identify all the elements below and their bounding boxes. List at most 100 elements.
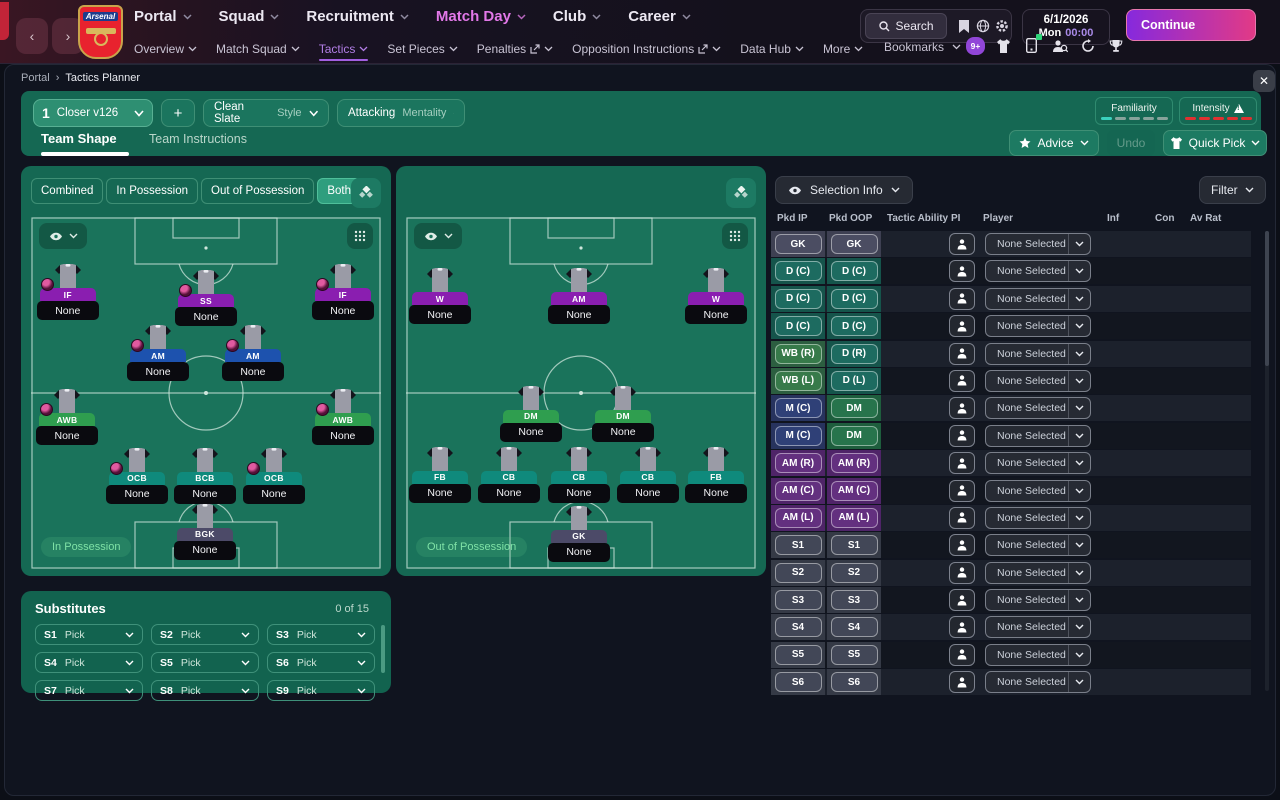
substitute-slot-dropdown[interactable]: S2 Pick — [151, 624, 259, 645]
player-select-dropdown[interactable]: None Selected — [985, 369, 1091, 392]
search-button[interactable]: Search — [865, 13, 948, 39]
player-pick[interactable]: None — [173, 484, 236, 504]
substitute-slot-dropdown[interactable]: S9 Pick — [267, 680, 375, 701]
breadcrumb[interactable]: Portal › Tactics Planner — [21, 72, 140, 84]
position-card[interactable]: IF None — [311, 264, 374, 321]
position-card[interactable]: AM None — [127, 325, 190, 382]
trophy-icon[interactable] — [1106, 36, 1125, 55]
pkd-ip-position-button[interactable]: AM (L) — [774, 507, 822, 528]
phase-segment-button[interactable]: In Possession — [106, 178, 199, 204]
pkd-oop-position-button[interactable]: S1 — [830, 535, 878, 556]
player-instructions-button[interactable] — [949, 671, 975, 694]
position-card[interactable]: DM None — [592, 385, 654, 442]
position-card[interactable]: IF None — [36, 264, 99, 321]
formation-compare-icon[interactable] — [726, 178, 756, 208]
pkd-ip-position-button[interactable]: S5 — [774, 644, 822, 665]
visibility-dropdown[interactable] — [39, 223, 87, 249]
position-card[interactable]: OCB None — [106, 447, 169, 504]
pkd-ip-position-button[interactable]: D (C) — [774, 261, 822, 282]
player-select-dropdown[interactable]: None Selected — [985, 260, 1091, 283]
gear-icon[interactable] — [992, 19, 1011, 33]
menu-item[interactable]: Club — [553, 8, 601, 25]
player-select-dropdown[interactable]: None Selected — [985, 561, 1091, 584]
player-select-dropdown[interactable]: None Selected — [985, 643, 1091, 666]
menu-item[interactable]: Match Day — [436, 8, 526, 25]
style-dropdown[interactable]: Clean Slate Style — [203, 99, 329, 127]
player-pick[interactable]: None — [477, 483, 540, 503]
intensity-meter[interactable]: Intensity — [1179, 97, 1257, 125]
menu-item[interactable]: Squad — [219, 8, 280, 25]
close-icon[interactable]: ✕ — [1253, 70, 1275, 92]
player-select-dropdown[interactable]: None Selected — [985, 671, 1091, 694]
player-pick[interactable]: None — [242, 484, 305, 504]
pkd-ip-position-button[interactable]: WB (L) — [774, 370, 822, 391]
pkd-oop-position-button[interactable]: D (L) — [830, 370, 878, 391]
pitch-in-possession[interactable]: IF None SS None IF None — [31, 217, 381, 569]
player-select-dropdown[interactable]: None Selected — [985, 452, 1091, 475]
player-instructions-button[interactable] — [949, 424, 975, 447]
pkd-ip-position-button[interactable]: S2 — [774, 562, 822, 583]
substitutes-scrollbar[interactable] — [381, 625, 385, 673]
subnav-item[interactable]: Opposition Instructions — [572, 42, 721, 56]
pitch-out-of-possession[interactable]: W None AM None W None — [406, 217, 756, 569]
pkd-oop-position-button[interactable]: S4 — [830, 617, 878, 638]
notes-icon[interactable] — [955, 19, 974, 33]
world-icon[interactable] — [974, 19, 993, 33]
menu-item[interactable]: Recruitment — [306, 8, 409, 25]
player-pick[interactable]: None — [408, 483, 471, 503]
grid-view-icon[interactable] — [722, 223, 748, 249]
pkd-ip-position-button[interactable]: M (C) — [774, 425, 822, 446]
pkd-ip-position-button[interactable]: S3 — [774, 590, 822, 611]
player-pick[interactable]: None — [685, 483, 748, 503]
substitute-slot-dropdown[interactable]: S7 Pick — [35, 680, 143, 701]
player-pick[interactable]: None — [547, 542, 610, 562]
position-card[interactable]: BCB None — [173, 447, 236, 504]
club-crest[interactable]: Arsenal — [78, 5, 123, 59]
player-instructions-button[interactable] — [949, 452, 975, 475]
phase-segment-button[interactable]: Out of Possession — [201, 178, 315, 204]
player-instructions-button[interactable] — [949, 589, 975, 612]
pkd-oop-position-button[interactable]: AM (R) — [830, 453, 878, 474]
player-select-dropdown[interactable]: None Selected — [985, 616, 1091, 639]
player-instructions-button[interactable] — [949, 506, 975, 529]
subnav-item[interactable]: More — [823, 42, 863, 56]
grid-view-icon[interactable] — [347, 223, 373, 249]
player-instructions-button[interactable] — [949, 342, 975, 365]
back-button[interactable]: ‹ — [16, 18, 48, 54]
substitute-slot-dropdown[interactable]: S3 Pick — [267, 624, 375, 645]
player-select-dropdown[interactable]: None Selected — [985, 479, 1091, 502]
add-tactic-button[interactable]: + — [161, 99, 195, 127]
player-select-dropdown[interactable]: None Selected — [985, 534, 1091, 557]
player-pick[interactable]: None — [36, 426, 99, 446]
subnav-item[interactable]: Tactics — [318, 42, 369, 61]
device-icon[interactable] — [1022, 34, 1042, 55]
subnav-item[interactable]: Penalties — [477, 42, 553, 56]
pkd-ip-position-button[interactable]: D (C) — [774, 316, 822, 337]
position-card[interactable]: CB None — [616, 446, 679, 503]
player-instructions-button[interactable] — [949, 534, 975, 557]
position-card[interactable]: FB None — [408, 446, 471, 503]
filter-dropdown[interactable]: Filter — [1199, 176, 1266, 204]
phase-segment-button[interactable]: Combined — [31, 178, 104, 204]
player-instructions-button[interactable] — [949, 260, 975, 283]
player-pick[interactable]: None — [685, 305, 748, 325]
player-select-dropdown[interactable]: None Selected — [985, 397, 1091, 420]
player-pick[interactable]: None — [175, 307, 237, 327]
pkd-oop-position-button[interactable]: AM (C) — [830, 480, 878, 501]
player-pick[interactable]: None — [592, 422, 654, 442]
sync-icon[interactable] — [1078, 36, 1097, 55]
pkd-oop-position-button[interactable]: GK — [830, 234, 878, 254]
pkd-ip-position-button[interactable]: GK — [774, 234, 822, 254]
pkd-ip-position-button[interactable]: WB (R) — [774, 343, 822, 364]
player-select-dropdown[interactable]: None Selected — [985, 342, 1091, 365]
pkd-oop-position-button[interactable]: AM (L) — [830, 507, 878, 528]
continue-button[interactable]: Continue — [1126, 9, 1256, 41]
position-card[interactable]: W None — [408, 268, 471, 325]
position-card[interactable]: AWB None — [36, 389, 99, 446]
pkd-oop-position-button[interactable]: S3 — [830, 590, 878, 611]
subnav-item[interactable]: Overview — [134, 42, 197, 56]
pkd-oop-position-button[interactable]: DM — [830, 398, 878, 419]
player-pick[interactable]: None — [547, 305, 610, 325]
player-select-dropdown[interactable]: None Selected — [985, 233, 1091, 255]
menu-item[interactable]: Career — [628, 8, 691, 25]
